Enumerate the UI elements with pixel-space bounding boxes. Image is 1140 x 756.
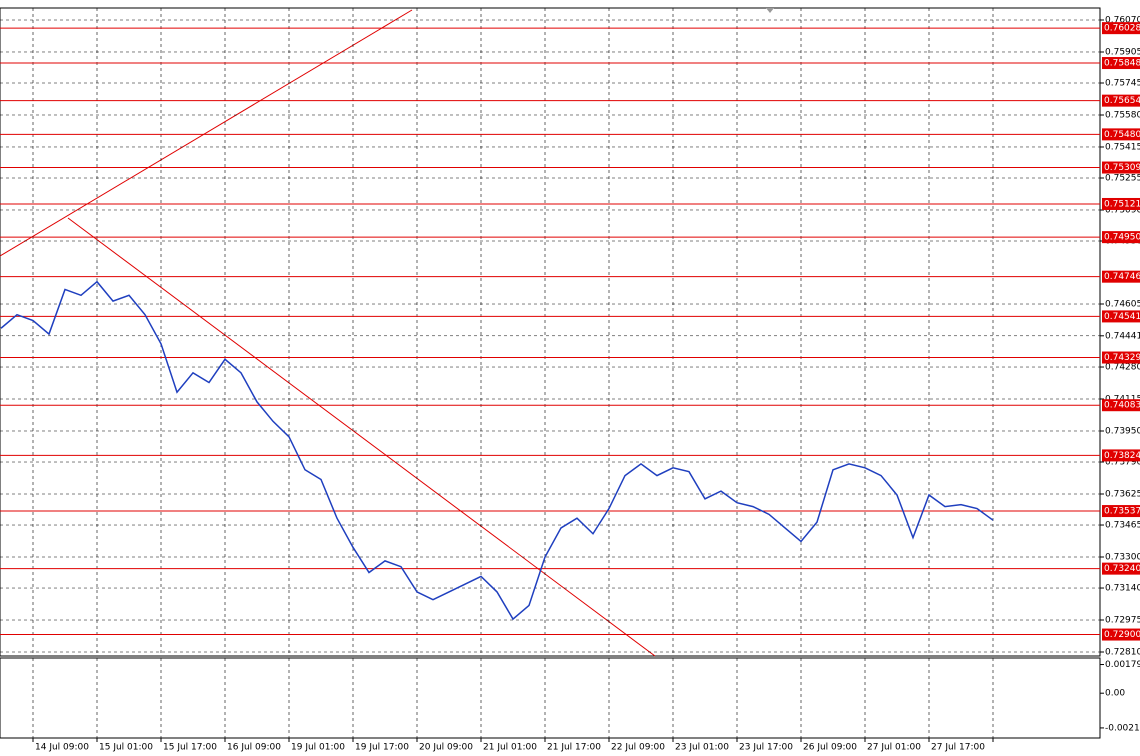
level-label: 0.76028 [1104, 24, 1140, 34]
level-label: 0.73824 [1104, 451, 1140, 461]
y-tick-label: 0.74605 [1105, 300, 1140, 310]
x-tick-label: 23 Jul 01:00 [675, 743, 729, 753]
x-tick-label: 21 Jul 17:00 [547, 743, 601, 753]
level-label: 0.74950 [1104, 233, 1140, 243]
y-tick-label: 0.73950 [1105, 426, 1140, 436]
y-tick-label: 0.73465 [1105, 521, 1140, 531]
level-label-box [1102, 449, 1140, 462]
trend-line [0, 9, 413, 257]
y-tick-label: 0.75580 [1105, 110, 1140, 120]
x-tick-label: 14 Jul 09:00 [35, 743, 89, 753]
level-label: 0.75848 [1104, 59, 1140, 69]
level-label: 0.73537 [1104, 507, 1140, 517]
x-tick-label: 19 Jul 17:00 [355, 743, 409, 753]
level-label-box [1102, 22, 1140, 35]
level-label: 0.75480 [1104, 130, 1140, 140]
x-tick-label: 15 Jul 17:00 [163, 743, 217, 753]
y-tick-label: 0.73140 [1105, 584, 1140, 594]
level-label: 0.72900 [1104, 630, 1140, 640]
x-tick-label: 22 Jul 09:00 [611, 743, 665, 753]
level-label-box [1102, 562, 1140, 575]
level-label-box [1102, 128, 1140, 141]
oscillator-panel [0, 657, 1101, 739]
level-label-box [1102, 57, 1140, 70]
y2-tick-label: -0.00217 [1105, 723, 1140, 733]
y-tick-label: 0.73625 [1105, 490, 1140, 500]
x-tick-label: 15 Jul 01:00 [99, 743, 153, 753]
level-label: 0.74746 [1104, 272, 1140, 282]
x-tick-label: 16 Jul 09:00 [227, 743, 281, 753]
level-label-box [1102, 351, 1140, 364]
level-label-box [1102, 628, 1140, 641]
y2-tick-label: 0.001792 [1105, 660, 1140, 670]
x-tick-label: 19 Jul 01:00 [291, 743, 345, 753]
level-label-box [1102, 399, 1140, 412]
y-tick-label: 0.72810 [1105, 648, 1140, 658]
x-tick-label: 23 Jul 17:00 [739, 743, 793, 753]
shift-marker [766, 8, 774, 13]
level-label: 0.74329 [1104, 353, 1140, 363]
level-label: 0.75654 [1104, 96, 1140, 106]
y-tick-label: 0.74441 [1105, 331, 1140, 341]
y-tick-label: 0.75090 [1105, 205, 1140, 215]
y-tick-label: 0.72975 [1105, 616, 1140, 626]
level-label-box [1102, 197, 1140, 210]
level-label-box [1102, 94, 1140, 107]
y-tick-label: 0.75905 [1105, 47, 1140, 57]
level-label: 0.74083 [1104, 401, 1140, 411]
y-tick-label: 0.76070 [1105, 16, 1140, 26]
level-label-box [1102, 161, 1140, 174]
level-label-box [1102, 231, 1140, 244]
y-tick-label: 0.73300 [1105, 553, 1140, 563]
y-tick-label: 0.75415 [1105, 142, 1140, 152]
y-tick-label: 0.75255 [1105, 174, 1140, 184]
price-line [0, 280, 994, 621]
y-tick-label: 0.73790 [1105, 458, 1140, 468]
trend-line [67, 217, 656, 657]
x-tick-label: 27 Jul 17:00 [931, 743, 985, 753]
x-tick-label: 26 Jul 09:00 [803, 743, 857, 753]
level-label-box [1102, 310, 1140, 323]
level-label-box [1102, 270, 1140, 283]
level-label: 0.74541 [1104, 312, 1140, 322]
level-label-box [1102, 505, 1140, 518]
x-tick-label: 27 Jul 01:00 [867, 743, 921, 753]
level-label: 0.75121 [1104, 199, 1140, 209]
main-panel [0, 7, 1101, 657]
level-label: 0.75309 [1104, 163, 1140, 173]
x-tick-label: 20 Jul 09:00 [419, 743, 473, 753]
y-tick-label: 0.74280 [1105, 363, 1140, 373]
y-tick-label: 0.75745 [1105, 79, 1140, 89]
x-tick-label: 21 Jul 01:00 [483, 743, 537, 753]
y2-tick-label: 0.00 [1105, 689, 1125, 699]
level-label: 0.73240 [1104, 564, 1140, 574]
